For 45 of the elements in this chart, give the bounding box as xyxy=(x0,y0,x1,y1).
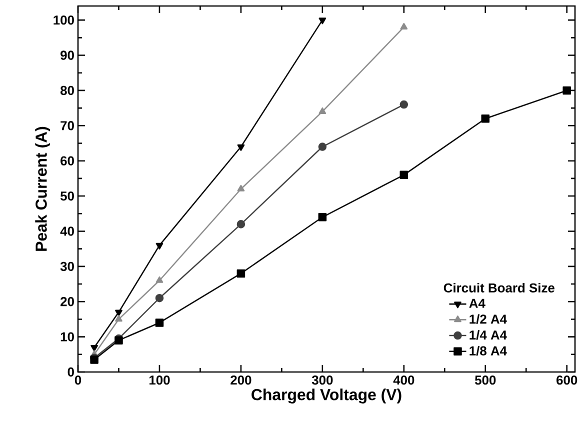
x-axis-title: Charged Voltage (V) xyxy=(252,388,402,404)
legend-label: 1/4 A4 xyxy=(470,330,507,340)
x-tick-label: 500 xyxy=(474,376,496,385)
point xyxy=(115,315,122,322)
y-tick-label: 30 xyxy=(60,262,74,272)
legend-label: 1/2 A4 xyxy=(470,314,507,324)
point xyxy=(155,294,164,302)
y-tick-label: 70 xyxy=(60,121,74,130)
point xyxy=(237,144,245,151)
point xyxy=(318,18,326,24)
y-tick-label: 80 xyxy=(60,86,74,96)
point xyxy=(115,310,122,316)
y-axis-title: Peak Current (A) xyxy=(35,126,50,251)
point xyxy=(562,86,571,95)
point xyxy=(237,184,245,192)
legend-label: A4 xyxy=(469,298,486,308)
point xyxy=(400,170,408,180)
point xyxy=(155,318,164,327)
point xyxy=(400,100,408,109)
y-tick-label: 100 xyxy=(54,15,74,25)
legend-title: Circuit Board Size xyxy=(444,282,554,292)
y-tick-label: 0 xyxy=(68,367,74,377)
y-tick-label: 90 xyxy=(60,50,74,60)
point xyxy=(156,242,164,250)
point xyxy=(318,142,327,151)
point xyxy=(156,276,164,283)
x-tick-label: 300 xyxy=(312,376,333,385)
point xyxy=(400,22,408,30)
y-tick-label: 60 xyxy=(60,156,74,166)
x-tick-label: 0 xyxy=(74,376,82,385)
point xyxy=(236,220,246,228)
x-tick-label: 600 xyxy=(556,376,578,385)
legend-label: 1/8 A4 xyxy=(470,346,507,356)
point xyxy=(90,344,98,352)
y-tick-label: 10 xyxy=(60,332,74,342)
point xyxy=(318,107,326,114)
point xyxy=(481,114,490,123)
point xyxy=(318,213,327,222)
point xyxy=(236,269,246,278)
y-tick-label: 50 xyxy=(60,191,74,201)
y-tick-label: 40 xyxy=(60,226,74,236)
x-tick-label: 200 xyxy=(230,376,252,385)
x-tick-label: 400 xyxy=(393,376,414,385)
y-tick-label: 20 xyxy=(60,297,74,306)
x-tick-label: 100 xyxy=(149,376,170,385)
